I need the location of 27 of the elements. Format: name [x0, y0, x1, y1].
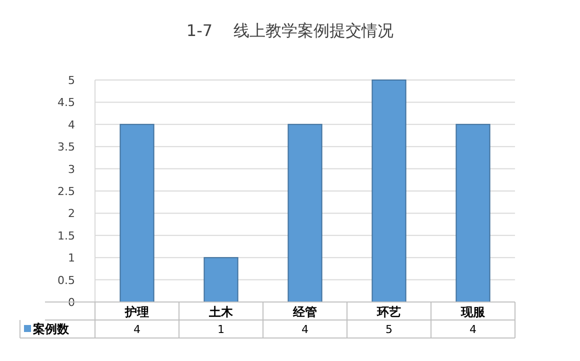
bar: [456, 124, 490, 302]
x-tick-label: 现服: [460, 305, 486, 319]
data-label: 4: [302, 323, 308, 336]
y-tick-label: 2.5: [58, 185, 75, 198]
y-tick-label: 2: [68, 207, 75, 220]
y-tick-label: 3.5: [58, 140, 75, 154]
bar: [372, 80, 406, 302]
y-tick-label: 5: [68, 74, 75, 87]
y-tick-label: 3: [68, 162, 75, 176]
data-label: 1: [218, 323, 224, 336]
y-tick-label: 0.5: [58, 274, 75, 287]
x-tick-label: 土木: [208, 305, 234, 319]
bar: [204, 257, 238, 302]
data-label: 5: [386, 323, 392, 336]
bar: [288, 124, 322, 302]
bar: [120, 124, 154, 302]
chart-title: 1-7 线上教学案例提交情况: [186, 21, 394, 40]
data-label: 4: [134, 323, 140, 336]
data-label: 4: [470, 323, 476, 336]
y-tick-label: 4: [68, 118, 75, 132]
x-tick-label: 护理: [124, 305, 149, 319]
x-tick-label: 环艺: [376, 305, 401, 319]
legend-label: 案例数: [32, 322, 70, 336]
y-tick-label: 1.5: [58, 229, 75, 242]
y-tick-label: 1: [68, 252, 75, 265]
x-tick-label: 经管: [292, 305, 317, 319]
y-tick-label: 4.5: [58, 96, 75, 110]
